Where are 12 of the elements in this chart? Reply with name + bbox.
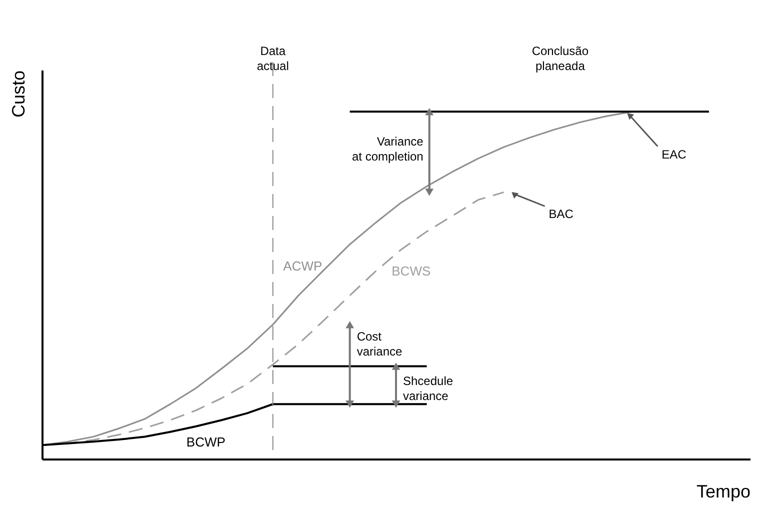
y-axis-title: Custo [8,70,28,118]
annotation: EAC [662,147,687,162]
series-label: BCWP [186,434,226,450]
annotation: BAC [548,207,574,222]
text: Conclusão planeada [532,44,589,73]
annotation: Variance at completion [352,134,424,164]
text: Data actual [256,44,289,73]
annotation: Shcedule variance [403,374,454,404]
series-label: BCWS [392,264,431,279]
annotation: Cost variance [356,330,403,359]
series-label: ACWP [283,258,322,274]
x-axis-title: Tempo [696,482,750,502]
